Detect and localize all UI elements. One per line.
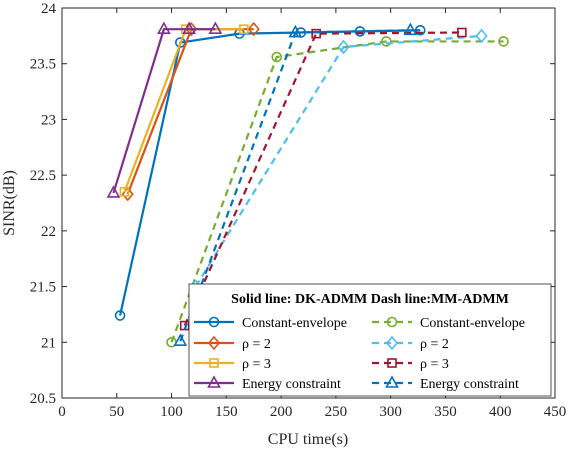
x-tick-label: 300 — [379, 404, 402, 420]
legend-title: Solid line: DK-ADMM Dash line:MM-ADMM — [231, 292, 509, 307]
x-tick-label: 350 — [434, 404, 457, 420]
y-tick-label: 22.5 — [30, 168, 56, 184]
y-tick-label: 21.5 — [30, 280, 56, 296]
data-point — [311, 28, 321, 39]
y-tick-label: 22 — [41, 224, 56, 240]
legend-marker — [208, 316, 220, 328]
data-point — [106, 185, 121, 198]
series-line — [112, 28, 216, 194]
legend-entry: ρ = 3 — [194, 357, 271, 372]
legend-marker — [386, 316, 398, 328]
legend-marker — [385, 335, 399, 351]
x-tick-label: 150 — [215, 404, 238, 420]
y-tick-label: 20.5 — [30, 391, 56, 407]
data-point — [121, 186, 134, 202]
legend: Solid line: DK-ADMM Dash line:MM-ADMM Co… — [188, 283, 552, 397]
legend-entries: Constant-envelope ρ = 2 ρ = 3 Energy constr… — [194, 316, 525, 392]
legend-marker — [207, 375, 221, 388]
y-tick-label: 21 — [41, 335, 56, 351]
legend-entry: Constant-envelope — [372, 316, 525, 331]
ticks: 0 50 100 150 200 250 300 350 400 450 20.5 21 21.5 22 2… — [30, 1, 567, 420]
data-point — [239, 24, 249, 34]
data-point — [157, 21, 171, 34]
y-axis-label: SINR(dB) — [1, 170, 18, 236]
data-point — [380, 36, 392, 47]
data-point — [175, 37, 186, 48]
data-point — [185, 21, 198, 37]
x-tick-label: 250 — [325, 404, 348, 420]
legend-label: ρ = 3 — [420, 357, 449, 372]
x-tick-label: 450 — [544, 404, 567, 420]
legend-entry: ρ = 2 — [194, 335, 271, 352]
legend-entry: Energy constraint — [372, 375, 519, 392]
x-tick-label: 400 — [489, 404, 512, 420]
y-tick-label: 23 — [41, 112, 56, 128]
series-line — [170, 40, 504, 343]
legend-label: Energy constraint — [420, 377, 519, 392]
data-point — [271, 51, 283, 63]
y-tick-label: 24 — [41, 1, 57, 17]
legend-entry: Constant-envelope — [194, 316, 347, 331]
legend-entry: Energy constraint — [194, 375, 341, 392]
series-line — [118, 29, 421, 316]
series-3 — [106, 21, 223, 198]
data-point — [173, 333, 188, 346]
data-point — [288, 24, 303, 38]
data-point — [119, 187, 130, 197]
legend-label: ρ = 3 — [242, 357, 271, 372]
legend-marker — [207, 335, 221, 351]
data-point — [403, 22, 418, 36]
x-tick-label: 50 — [109, 404, 124, 420]
legend-label: Constant-envelope — [242, 316, 347, 331]
x-tick-label: 200 — [270, 404, 293, 420]
plot-area — [106, 21, 509, 348]
axes-box — [61, 7, 556, 399]
legend-label: ρ = 2 — [242, 337, 271, 352]
legend-entry: ρ = 3 — [372, 357, 449, 372]
legend-box — [188, 283, 552, 397]
legend-label: Constant-envelope — [420, 316, 525, 331]
data-point — [182, 21, 196, 34]
y-tick-label: 23.5 — [30, 57, 56, 73]
data-point — [457, 27, 467, 38]
legend-entry: ρ = 2 — [372, 335, 449, 352]
data-point — [114, 310, 126, 321]
x-tick-label: 0 — [58, 404, 66, 420]
series-line — [194, 34, 482, 288]
data-point — [208, 21, 223, 34]
legend-label: ρ = 2 — [420, 337, 449, 352]
series-line — [179, 29, 411, 342]
legend-marker — [387, 358, 397, 368]
data-point — [498, 36, 509, 47]
legend-marker — [385, 375, 399, 388]
legend-label: Energy constraint — [242, 377, 341, 392]
legend-marker — [209, 358, 219, 368]
x-axis-label: CPU time(s) — [268, 431, 348, 448]
data-point — [475, 28, 488, 44]
x-tick-label: 100 — [160, 404, 183, 420]
data-point — [414, 24, 426, 36]
data-point — [247, 21, 260, 37]
series-7 — [173, 22, 418, 346]
data-point — [337, 39, 350, 55]
